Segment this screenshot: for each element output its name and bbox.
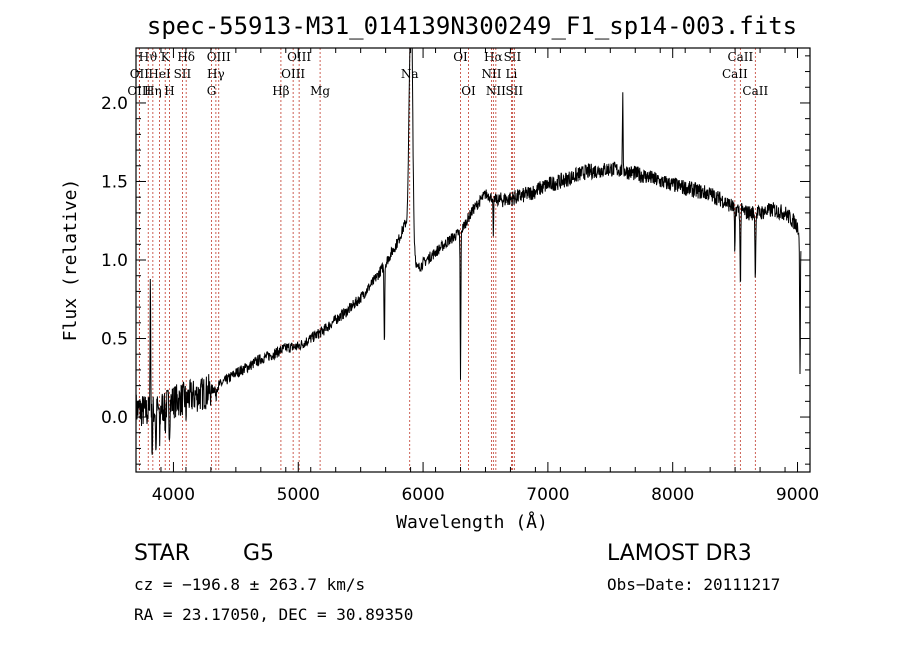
line-label: CaII <box>722 67 748 81</box>
line-label: SII <box>174 67 192 81</box>
y-tick-label: 0.5 <box>101 330 128 350</box>
y-tick-label: 1.0 <box>101 251 128 271</box>
y-axis-label: Flux (relative) <box>60 179 81 342</box>
chart-title: spec-55913-M31_014139N300249_F1_sp14-003… <box>147 12 797 40</box>
line-label: SII <box>505 84 523 98</box>
line-label: NII <box>486 84 506 98</box>
object-subclass: G5 <box>243 541 274 566</box>
x-tick-label: 5000 <box>277 485 320 505</box>
line-label: Hδ <box>177 50 195 64</box>
spectrum-series <box>135 47 802 455</box>
x-tick-label: 7000 <box>526 485 569 505</box>
ra-dec-coordinates: RA = 23.17050, DEC = 30.89350 <box>134 605 413 624</box>
line-label: OIII <box>281 67 305 81</box>
x-tick-label: 9000 <box>776 485 819 505</box>
observation-date: Obs−Date: 20111217 <box>607 575 780 594</box>
line-label: H <box>164 84 174 98</box>
line-label: Li <box>506 67 518 81</box>
y-axis-ticks: 0.0 0.5 1.0 1.5 2.0 <box>101 55 810 465</box>
line-label: OI <box>453 50 468 64</box>
line-label: Hη <box>144 84 162 98</box>
line-label: Hϑ <box>139 50 158 64</box>
line-label: Hβ <box>272 84 289 98</box>
line-label: OIII <box>127 84 151 98</box>
spectrum-line <box>135 47 802 455</box>
line-label: G <box>207 84 217 98</box>
line-label: OIII <box>287 50 311 64</box>
line-label: CaII <box>742 84 768 98</box>
line-label: HeI <box>148 67 171 81</box>
line-label: OIII <box>207 50 231 64</box>
plot-frame <box>135 47 811 473</box>
line-label: CaII <box>727 50 753 64</box>
y-tick-label: 1.5 <box>101 172 128 192</box>
line-label: SII <box>504 50 522 64</box>
line-label: OI <box>461 84 476 98</box>
y-tick-label: 2.0 <box>101 94 128 114</box>
object-class: STAR <box>134 541 190 566</box>
x-tick-label: 4000 <box>152 485 195 505</box>
survey-name: LAMOST DR3 <box>607 541 752 566</box>
x-axis-label: Wavelength (Å) <box>396 511 548 533</box>
x-tick-label: 6000 <box>401 485 444 505</box>
line-label: Hα <box>484 50 503 64</box>
redshift-velocity: cz = −196.8 ± 263.7 km/s <box>134 575 365 594</box>
x-tick-label: 8000 <box>651 485 694 505</box>
y-tick-label: 0.0 <box>101 408 128 428</box>
line-label: Hγ <box>207 67 225 81</box>
x-axis-ticks: 4000 5000 6000 7000 8000 9000 <box>135 48 819 505</box>
line-label: Mg <box>310 84 330 98</box>
line-label: K <box>161 50 171 64</box>
line-label: NII <box>481 67 501 81</box>
